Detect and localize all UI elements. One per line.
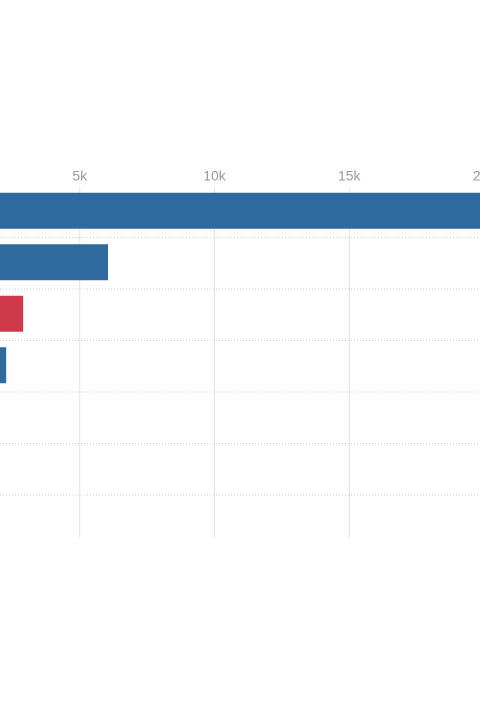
x-tick-label: 15k <box>338 168 362 184</box>
x-tick-label: 20k <box>473 168 480 184</box>
x-tick-label: 5k <box>72 168 88 184</box>
x-tick-label: 10k <box>203 168 227 184</box>
bar <box>0 244 109 281</box>
bar <box>0 295 24 332</box>
bar <box>0 192 480 229</box>
bar <box>0 347 7 384</box>
